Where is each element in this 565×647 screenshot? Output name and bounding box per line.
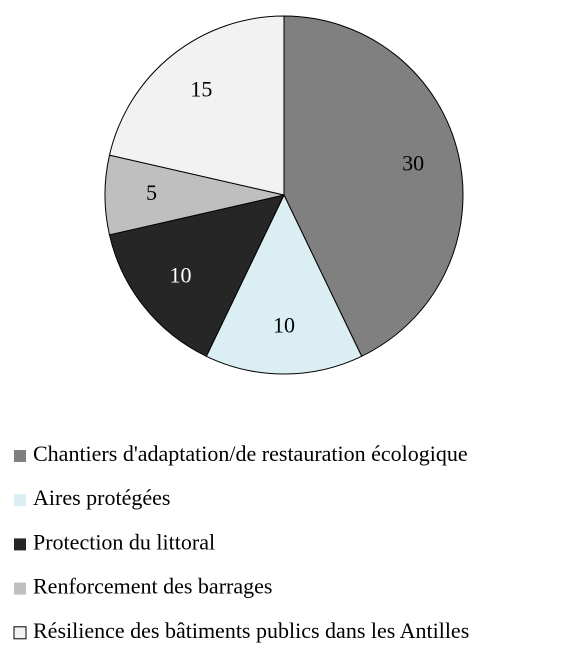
legend-label: Aires protégées: [33, 485, 170, 510]
legend-swatch: [14, 582, 26, 595]
legend-label: Renforcement des barrages: [33, 574, 272, 599]
pie-slice: [108, 15, 285, 196]
legend-swatch: [14, 450, 26, 462]
legend-swatch: [13, 626, 27, 640]
pie-slice: [205, 193, 363, 375]
data-label: 15: [190, 76, 212, 101]
legend-label: Chantiers d'adaptation/de restauration é…: [33, 441, 468, 466]
data-label: 5: [146, 180, 157, 205]
data-label: 30: [402, 151, 424, 176]
pie-slice: [108, 194, 285, 357]
legend-label: Protection du littoral: [33, 529, 215, 554]
legend-swatch: [14, 494, 26, 507]
pie-slice: [283, 15, 464, 357]
legend-swatch: [14, 538, 26, 551]
legend-label: Résilience des bâtiments publics dans le…: [33, 618, 469, 643]
data-label: 10: [273, 313, 295, 338]
data-label: 10: [169, 263, 191, 288]
